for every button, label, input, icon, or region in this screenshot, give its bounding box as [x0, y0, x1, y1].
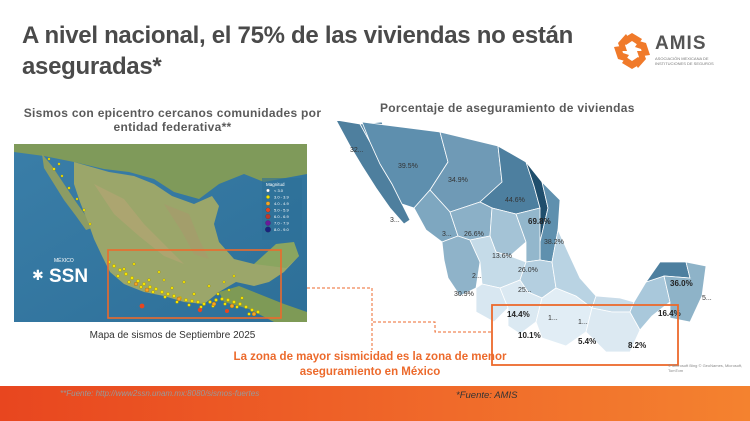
- source-left-link[interactable]: http://www2ssn.unam.mx:8080/sismos-fuert…: [95, 389, 260, 398]
- insurance-choropleth-map: 32... 39.5% 34.9% 44.6% 69.8% 38.2% 3... 3... 26…: [335, 119, 712, 366]
- source-left: **Fuente: http://www2ssn.unam.mx:8080/si…: [60, 389, 259, 398]
- state-percentage-label: 69.8%: [528, 217, 551, 226]
- ssn-logo: ✱ MÉXICO SSN: [32, 257, 88, 287]
- legend-marker: [265, 213, 271, 219]
- svg-text:✱: ✱: [32, 267, 44, 283]
- left-panel-heading: Sismos con epicentro cercanos comunidade…: [23, 106, 322, 134]
- state-percentage-label: 8.2%: [628, 341, 646, 350]
- source-right-link[interactable]: AMIS: [494, 390, 518, 401]
- legend-label: 8.0 - 9.0: [274, 227, 289, 232]
- legend-label: < 3.0: [274, 188, 284, 193]
- state-percentage-label: 36.0%: [670, 279, 693, 288]
- right-panel-heading: Porcentaje de aseguramiento de viviendas: [380, 101, 635, 115]
- highlight-statement: La zona de mayor sismicidad es la zona d…: [233, 351, 507, 378]
- earthquake-map: Magnitud < 3.0 3.0 - 3.94.0 - 4.9 5.0 - 5.…: [14, 144, 307, 322]
- state-percentage-label: 30.9%: [454, 291, 474, 298]
- amis-logo: AMIS ASOCIACIÓN MEXICANA DE INSTITUCIONE…: [612, 31, 732, 71]
- amis-logo-icon: [614, 33, 650, 69]
- map-attribution: © Microsoft Bing © GeoNames, Microsoft, …: [668, 363, 743, 373]
- logo-subtitle: ASOCIACIÓN MEXICANA DE INSTITUCIONES DE …: [655, 56, 714, 66]
- map-caption: Mapa de sismos de Septiembre 2025: [89, 330, 256, 341]
- state-percentage-label: 3...: [442, 231, 452, 238]
- state-percentage-label: 1...: [548, 315, 558, 322]
- state-percentage-label: 14.4%: [507, 310, 530, 319]
- legend-label: 5.0 - 5.9: [274, 208, 289, 213]
- legend-marker: [266, 188, 270, 193]
- legend-label: 7.0 - 7.9: [274, 221, 289, 226]
- logo-name: AMIS: [655, 33, 707, 54]
- legend-label: 3.0 - 3.9: [274, 195, 289, 200]
- legend-label: 6.0 - 6.9: [274, 214, 289, 219]
- state-percentage-label: 34.9%: [448, 177, 468, 184]
- legend-marker: [265, 207, 271, 213]
- state-percentage-label: 44.6%: [505, 197, 525, 204]
- state-percentage-label: 16.4%: [658, 309, 681, 318]
- footer-bar: [0, 386, 750, 421]
- source-right: *Fuente: AMIS: [456, 390, 517, 401]
- state-percentage-label: 32...: [350, 147, 364, 154]
- state-percentage-label: 2...: [472, 273, 482, 280]
- ssn-country: MÉXICO: [54, 257, 74, 264]
- legend-label: 4.0 - 4.9: [274, 201, 289, 206]
- legend-marker: [265, 220, 271, 226]
- legend-marker: [265, 201, 271, 206]
- state-percentage-label: 5.4%: [578, 337, 596, 346]
- state-percentage-label: 3...: [390, 217, 400, 224]
- legend-title: Magnitud: [266, 182, 285, 187]
- state-percentage-label: 26.6%: [464, 231, 484, 238]
- state-percentage-label: 38.2%: [544, 239, 564, 246]
- epicenter-dots: [47, 157, 260, 317]
- state-percentage-label: 25...: [518, 287, 532, 294]
- state-percentage-label: 5...: [702, 295, 712, 302]
- source-left-prefix: **Fuente:: [60, 389, 96, 398]
- percentage-labels: 32... 39.5% 34.9% 44.6% 69.8% 38.2% 3... 3... 26…: [350, 147, 712, 350]
- state-percentage-label: 13.6%: [492, 253, 512, 260]
- source-right-prefix: *Fuente:: [456, 390, 495, 401]
- legend-marker: [266, 195, 270, 199]
- state-percentage-label: 1...: [578, 319, 588, 326]
- state-percentage-label: 39.5%: [398, 163, 418, 170]
- legend-marker: [265, 226, 271, 233]
- state-percentage-label: 26.0%: [518, 267, 538, 274]
- ssn-name: SSN: [49, 266, 88, 287]
- high-seismicity-zone-box: [491, 304, 679, 366]
- magnitude-legend: Magnitud < 3.0 3.0 - 3.94.0 - 4.9 5.0 - 5.…: [262, 178, 302, 240]
- state-percentage-label: 10.1%: [518, 331, 541, 340]
- slide-title: A nivel nacional, el 75% de las vivienda…: [22, 22, 574, 80]
